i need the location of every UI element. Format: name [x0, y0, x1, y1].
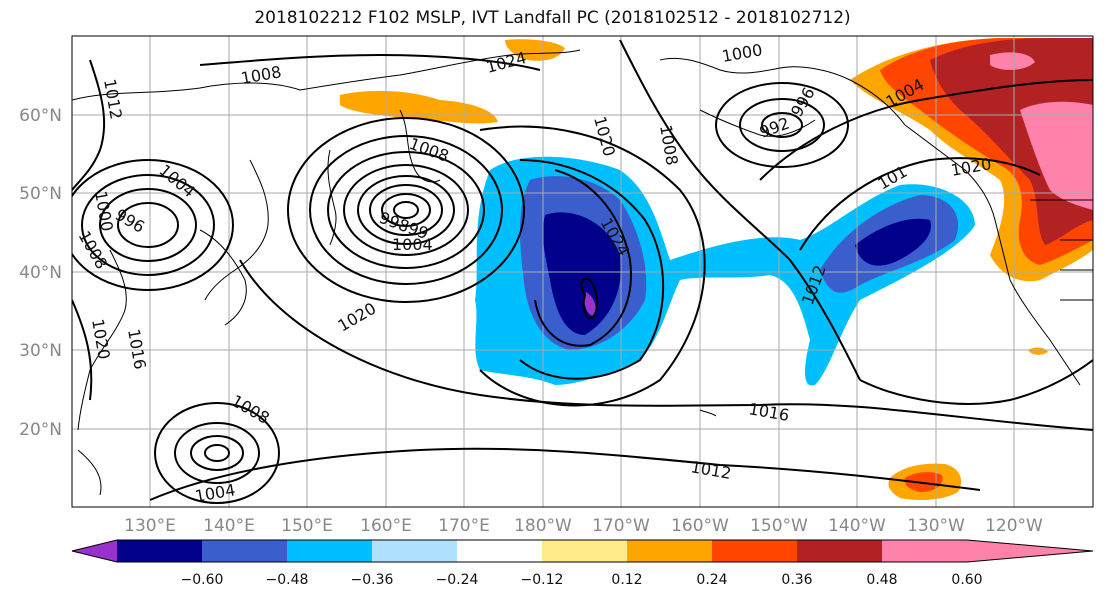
- colorbar-tick-label: −0.60: [181, 572, 224, 588]
- isobar-label: 1004: [392, 235, 433, 254]
- ivt-neg-strong-region: [542, 212, 621, 335]
- map-title: 2018102212 F102 MSLP, IVT Landfall PC (2…: [254, 8, 851, 28]
- map-border: [71, 35, 1094, 508]
- colorbar-tick-label: 0.12: [611, 572, 642, 588]
- colorbar-tick-label: −0.48: [266, 572, 309, 588]
- colorbar-segment: [882, 540, 967, 562]
- coastlines: [72, 49, 1093, 496]
- ivt-pos-max-region-north: [990, 52, 1035, 70]
- lat-label: 40°N: [19, 263, 62, 283]
- colorbar-segment: [202, 540, 287, 562]
- colorbar-segment: [457, 540, 542, 562]
- colorbar-segment: [117, 540, 202, 562]
- colorbar: −0.60 −0.48 −0.36 −0.24 −0.12 0.12 0.24 …: [71, 539, 1094, 588]
- colorbar-tick-label: −0.24: [436, 572, 479, 588]
- colorbar-tick-label: 0.36: [781, 572, 812, 588]
- colorbar-segment: [372, 540, 457, 562]
- colorbar-outline: [71, 539, 1094, 563]
- colorbar-segment: [967, 540, 1093, 562]
- colorbar-tick-label: 0.24: [696, 572, 727, 588]
- colorbar-segment: [712, 540, 797, 562]
- lon-label: 160°W: [671, 516, 729, 536]
- lon-label: 150°E: [281, 516, 333, 536]
- lon-label: 150°W: [750, 516, 808, 536]
- longitude-labels: 130°E 140°E 150°E 160°E 170°E 180°W 170°…: [124, 516, 1043, 536]
- colorbar-tick-label: −0.36: [351, 572, 394, 588]
- colorbar-segment: [542, 540, 627, 562]
- lon-label: 170°E: [438, 516, 490, 536]
- lon-label: 130°E: [124, 516, 176, 536]
- colorbar-segment: [72, 540, 117, 562]
- colorbar-segment: [627, 540, 712, 562]
- lon-label: 140°W: [828, 516, 886, 536]
- colorbar-tick-label: 0.48: [866, 572, 897, 588]
- colorbar-tick-label: −0.12: [521, 572, 564, 588]
- lon-label: 130°W: [907, 516, 965, 536]
- ivt-neg-max-region: [584, 292, 596, 316]
- gridlines: [72, 36, 1093, 507]
- colorbar-segment: [287, 540, 372, 562]
- lat-label: 30°N: [19, 341, 62, 361]
- lon-label: 120°W: [985, 516, 1043, 536]
- colorbar-segment: [797, 540, 882, 562]
- ivt-pos-max-region: [1020, 101, 1093, 210]
- ivt-pos-strong-region-south: [904, 472, 943, 492]
- lat-label: 20°N: [19, 420, 62, 440]
- ivt-pos-mid-region-baja: [1028, 347, 1048, 355]
- lon-label: 160°E: [360, 516, 412, 536]
- lat-label: 60°N: [19, 106, 62, 126]
- isobars: [72, 39, 1093, 504]
- lat-label: 50°N: [19, 184, 62, 204]
- map-panel: 1012 1008 1024 1000 996 992 1004 1020 10…: [72, 36, 1093, 507]
- lon-label: 170°W: [592, 516, 650, 536]
- colorbar-tick-label: 0.60: [951, 572, 982, 588]
- ivt-negative-fill: [475, 156, 975, 386]
- ivt-pos-mid-region-arctic: [505, 39, 565, 61]
- ivt-neg-strong-region-east: [855, 218, 931, 266]
- lon-label: 180°W: [514, 516, 572, 536]
- lon-label: 140°E: [203, 516, 255, 536]
- latitude-labels: 60°N 50°N 40°N 30°N 20°N: [19, 106, 62, 440]
